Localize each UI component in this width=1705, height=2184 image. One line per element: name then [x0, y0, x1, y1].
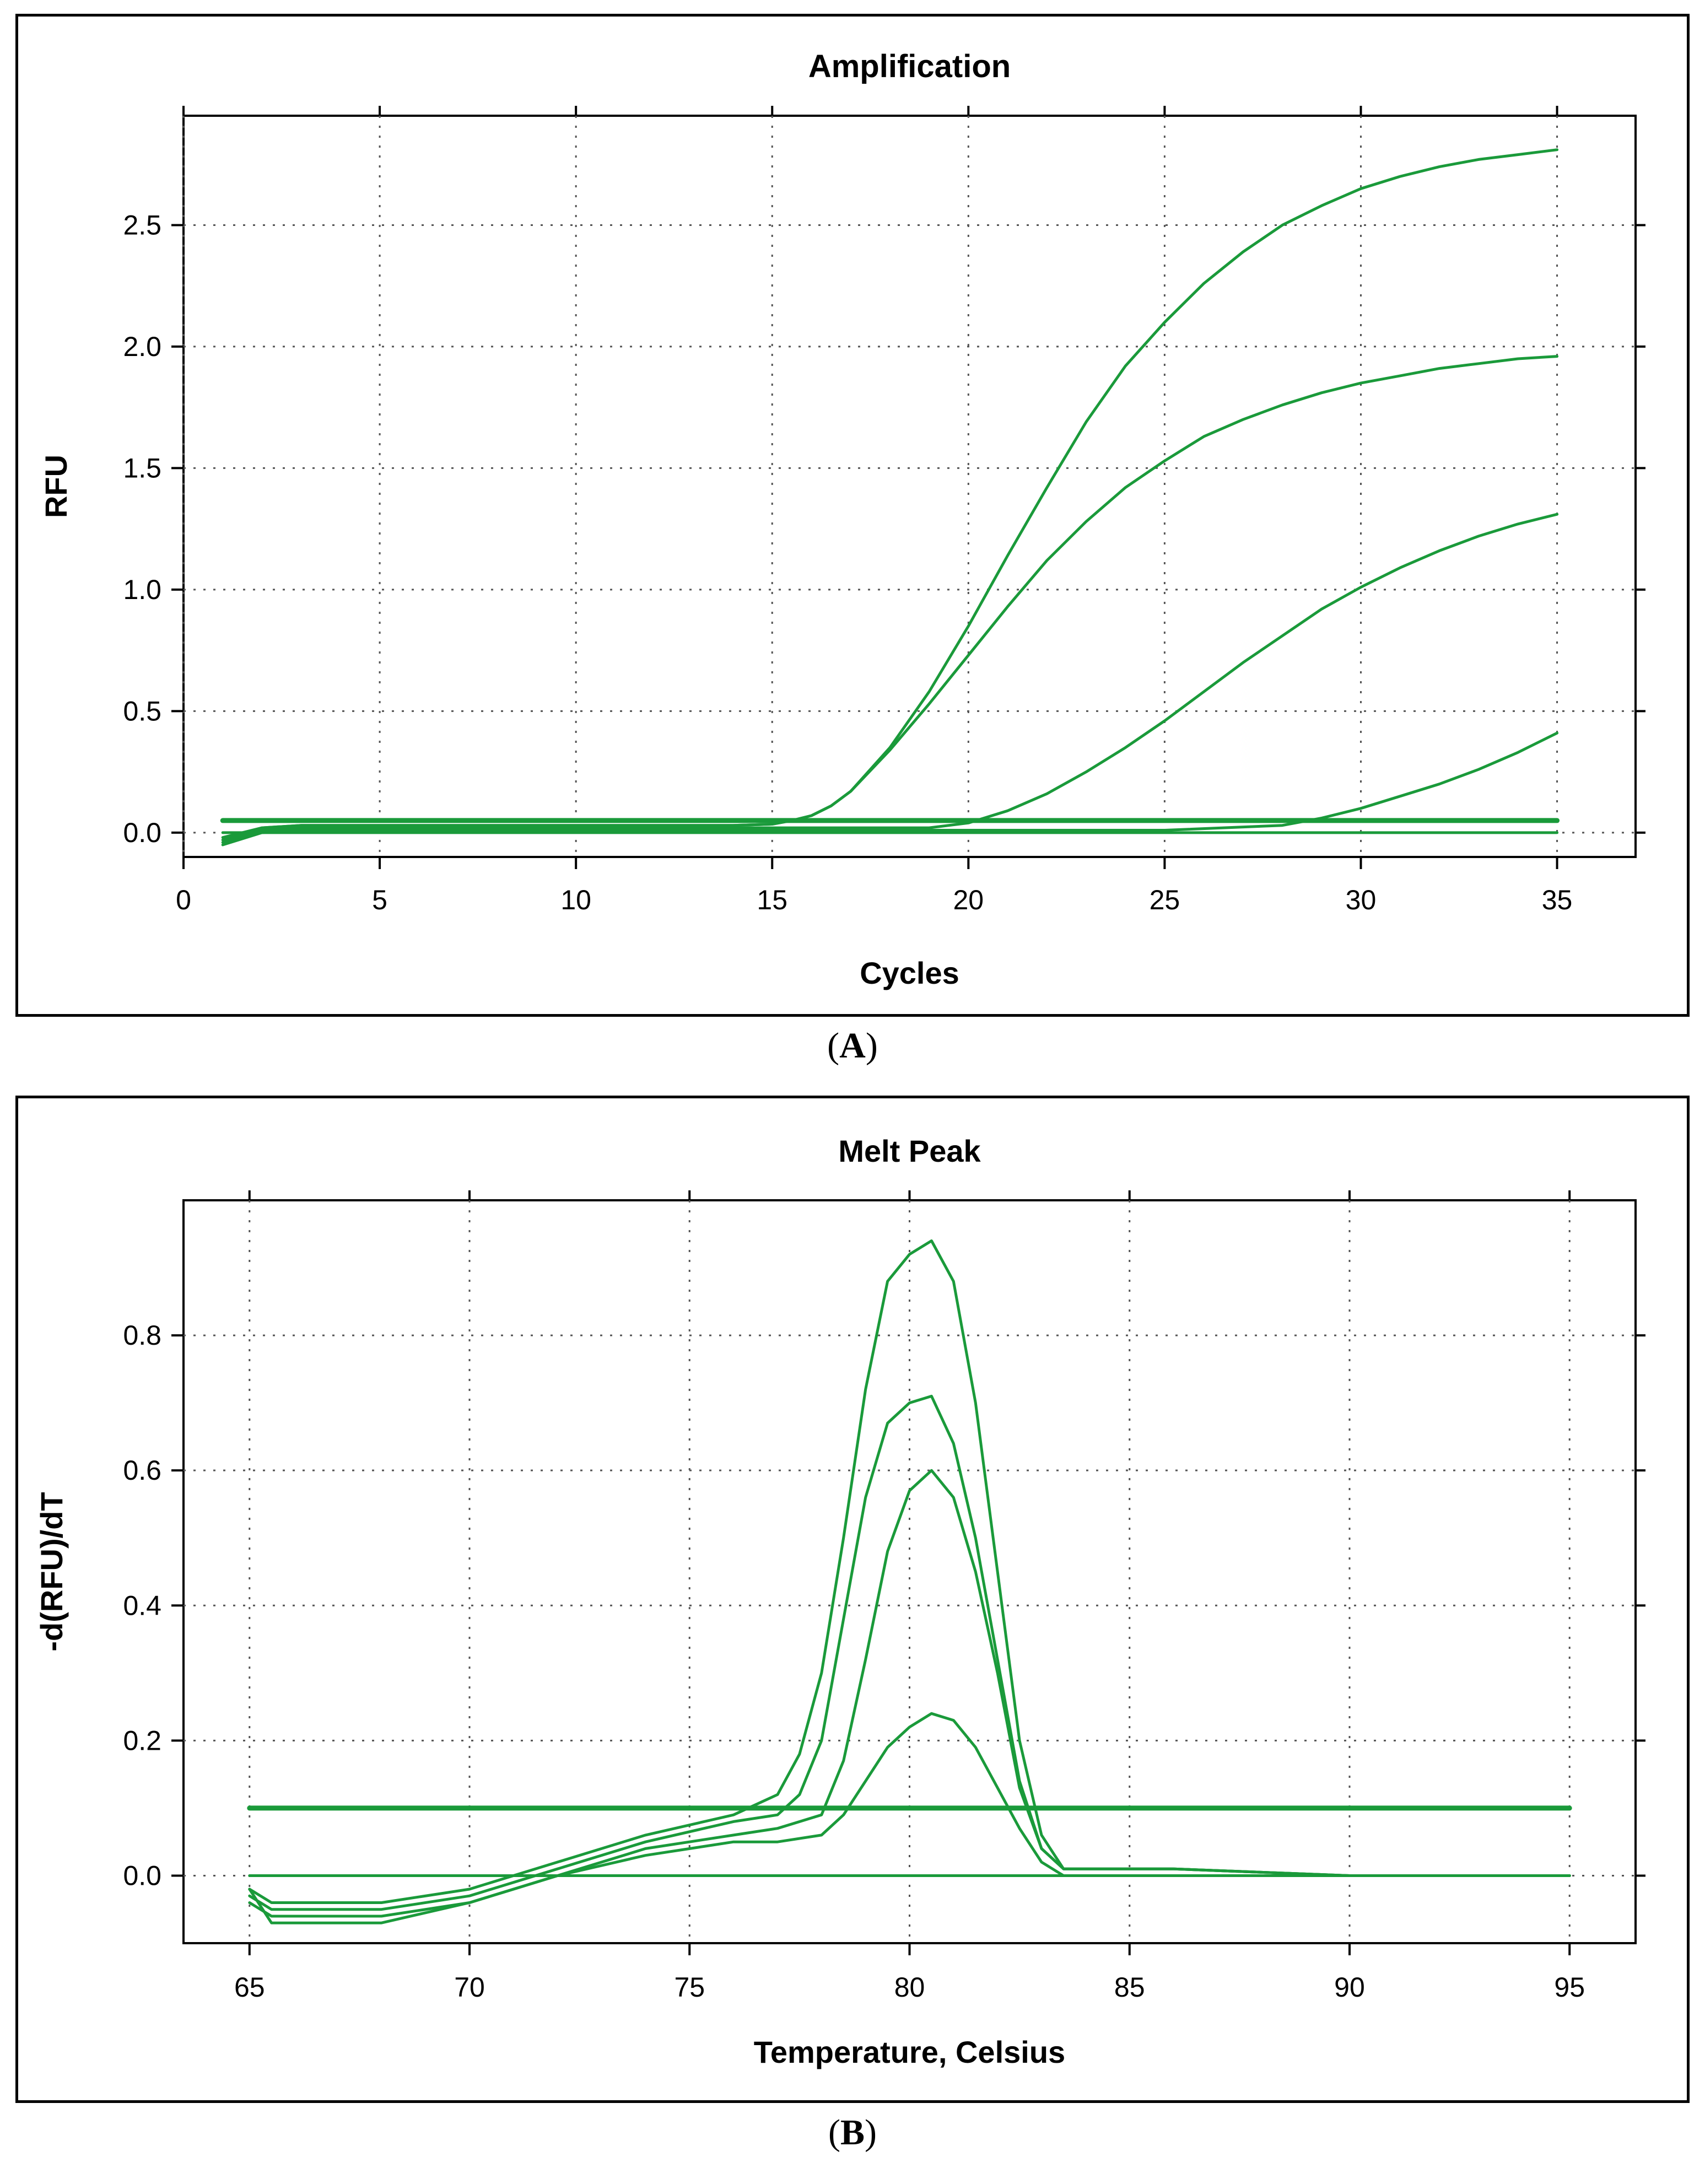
x-tick-label-a: 20 [953, 885, 984, 915]
x-axis-label-b: Temperature, Celsius [754, 2035, 1065, 2069]
y-tick-label-a: 2.5 [123, 209, 161, 240]
x-tick-label-b: 95 [1554, 1972, 1585, 2003]
y-tick-label-b: 0.6 [123, 1455, 161, 1486]
series-line-curve-3-a [221, 513, 1559, 844]
plot-frame-a [182, 115, 1637, 858]
caption-a: (A) [827, 1026, 878, 1066]
melt-peak-chart-panel: Melt Peak 65 70 75 80 85 90 95 0.0 0.2 0.4 0.6 0.8 Te… [15, 1096, 1690, 2103]
caption-a-letter: A [839, 1026, 866, 1066]
y-tick-label-a: 0.0 [123, 817, 161, 848]
x-tick-label-b: 65 [234, 1972, 265, 2003]
y-tick-label-b: 0.0 [123, 1860, 161, 1891]
y-tick-label-b: 0.8 [123, 1320, 161, 1351]
x-tick-label-a: 15 [757, 885, 787, 915]
y-tick-label-a: 0.5 [123, 695, 161, 726]
chart-title-b: Melt Peak [838, 1134, 981, 1168]
x-tick-label-b: 70 [454, 1972, 485, 2003]
chart-title-a: Amplification [808, 48, 1011, 84]
melt-peak-chart: Melt Peak 65 70 75 80 85 90 95 0.0 0.2 0.4 0.6 0.8 Te… [34, 1134, 1645, 2069]
y-tick-label-b: 0.2 [123, 1725, 161, 1756]
plot-frame-b [182, 1199, 1637, 1944]
x-tick-label-a: 0 [176, 885, 191, 915]
series-line-curve-2-a [221, 355, 1559, 842]
y-tick-label-a: 2.0 [123, 331, 161, 362]
series-line-curve-1-a [221, 148, 1559, 839]
y-tick-label-a: 1.5 [123, 452, 161, 483]
x-tick-label-a: 5 [372, 885, 387, 915]
y-axis-label-a: RFU [39, 455, 73, 518]
x-axis-label-a: Cycles [860, 956, 959, 990]
x-tick-label-b: 75 [674, 1972, 705, 2003]
y-tick-label-b: 0.4 [123, 1590, 161, 1621]
series-line-curve-4-a [221, 731, 1559, 846]
series-line-peak-1-b [248, 1239, 1571, 1904]
x-tick-label-b: 85 [1114, 1972, 1145, 2003]
amplification-chart-panel: Amplification 0 5 10 15 20 25 30 35 0.0 0.5 1.0 1.5 2… [15, 14, 1690, 1017]
x-tick-label-a: 10 [560, 885, 591, 915]
series-line-peak-3-b [248, 1469, 1571, 1918]
y-tick-label-a: 1.0 [123, 574, 161, 605]
x-tick-label-b: 80 [894, 1972, 925, 2003]
series-line-peak-2-b [248, 1394, 1571, 1911]
caption-b-letter: B [840, 2112, 865, 2153]
x-tick-label-a: 35 [1542, 885, 1573, 915]
x-tick-label-b: 90 [1334, 1972, 1365, 2003]
x-tick-label-a: 30 [1346, 885, 1377, 915]
amplification-chart: Amplification 0 5 10 15 20 25 30 35 0.0 0.5 1.0 1.5 2… [39, 48, 1645, 990]
x-tick-label-a: 25 [1150, 885, 1180, 915]
caption-b: (B) [828, 2112, 877, 2153]
y-axis-label-b: -d(RFU)/dT [34, 1492, 69, 1651]
